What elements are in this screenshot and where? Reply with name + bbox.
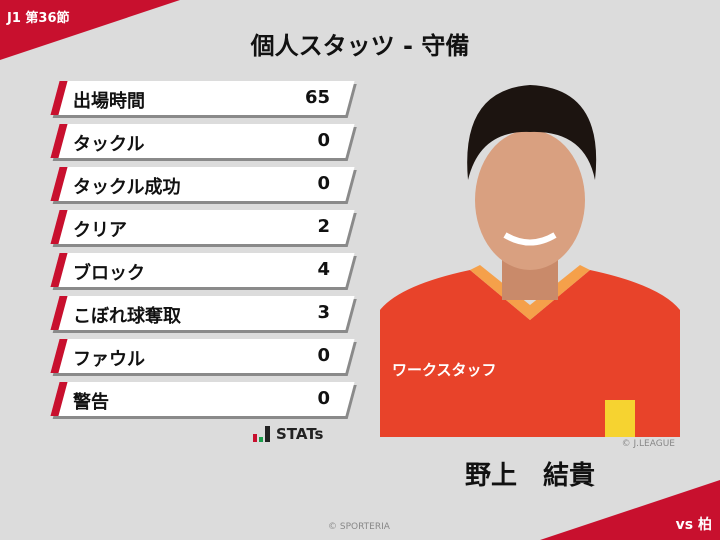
round-label: J1 第36節 xyxy=(7,11,70,26)
stat-label: 警告 xyxy=(73,392,109,413)
stat-row: こぼれ球奪取 3 xyxy=(50,296,355,330)
corner-banner-top xyxy=(0,0,180,60)
stat-row: 出場時間 65 xyxy=(50,81,355,115)
stat-label: ファウル xyxy=(73,349,145,370)
bar-chart-icon xyxy=(253,426,270,442)
stat-row: ブロック 4 xyxy=(50,253,355,287)
stat-row: タックル成功 0 xyxy=(50,167,355,201)
stat-value: 0 xyxy=(317,173,330,194)
stats-logo-text: STATs xyxy=(276,425,324,443)
stat-label: ブロック xyxy=(73,263,145,284)
corner-banner-bottom xyxy=(540,480,720,540)
stats-logo: STATs xyxy=(253,426,323,442)
stat-label: クリア xyxy=(73,220,127,241)
photo-credit: © J.LEAGUE xyxy=(621,439,675,449)
stat-label: タックル成功 xyxy=(73,177,181,198)
stat-label: 出場時間 xyxy=(73,91,145,112)
stat-label: こぼれ球奪取 xyxy=(73,306,181,327)
stat-value: 4 xyxy=(317,259,330,280)
stat-value: 3 xyxy=(317,302,330,323)
stat-row: ファウル 0 xyxy=(50,339,355,373)
stat-row: 警告 0 xyxy=(50,382,355,416)
stat-value: 0 xyxy=(317,345,330,366)
stat-value: 0 xyxy=(317,388,330,409)
stat-value: 65 xyxy=(304,87,330,108)
stat-value: 0 xyxy=(317,130,330,151)
stat-row: クリア 2 xyxy=(50,210,355,244)
stat-value: 2 xyxy=(317,216,330,237)
opponent-label: vs 柏 xyxy=(675,517,712,533)
player-photo: ワークスタッフ xyxy=(380,70,680,437)
stat-row: タックル 0 xyxy=(50,124,355,158)
copyright: © SPORTERIA xyxy=(328,522,390,532)
page-title: 個人スタッツ - 守備 xyxy=(250,32,470,60)
shirt-sponsor-text: ワークスタッフ xyxy=(392,361,497,379)
stat-label: タックル xyxy=(73,134,145,155)
